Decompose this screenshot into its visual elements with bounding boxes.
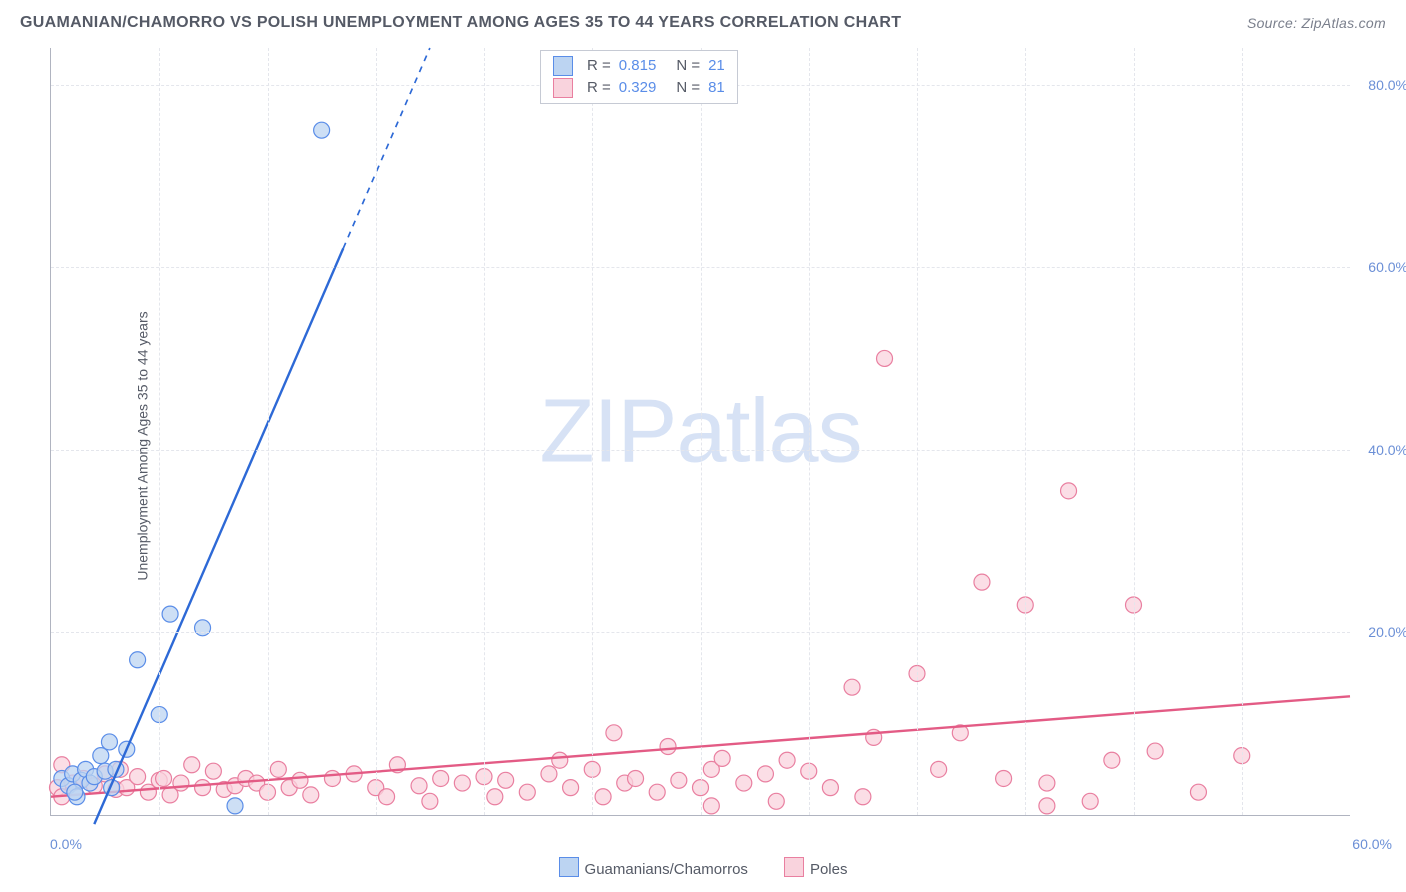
- plot-area: ZIPatlas 20.0%40.0%60.0%80.0%: [50, 48, 1350, 816]
- swatch-bottom-0: [559, 857, 579, 877]
- legend-item-1: Poles: [784, 857, 848, 878]
- swatch-series-0: [553, 56, 573, 76]
- swatch-bottom-1: [784, 857, 804, 877]
- x-tick-0: 0.0%: [50, 836, 82, 852]
- correlation-legend: R = 0.815 N = 21 R = 0.329 N = 81: [540, 50, 738, 104]
- y-tick-80: 80.0%: [1368, 77, 1406, 93]
- legend-item-0: Guamanians/Chamorros: [559, 857, 748, 878]
- x-tick-60: 60.0%: [1352, 836, 1392, 852]
- y-tick-40: 40.0%: [1368, 442, 1406, 458]
- source-label: Source: ZipAtlas.com: [1247, 15, 1386, 31]
- legend-row-1: R = 0.329 N = 81: [553, 77, 725, 99]
- series-legend: Guamanians/Chamorros Poles: [0, 857, 1406, 878]
- swatch-series-1: [553, 78, 573, 98]
- legend-row-0: R = 0.815 N = 21: [553, 55, 725, 77]
- y-tick-60: 60.0%: [1368, 259, 1406, 275]
- y-tick-20: 20.0%: [1368, 624, 1406, 640]
- chart-title: GUAMANIAN/CHAMORRO VS POLISH UNEMPLOYMEN…: [20, 14, 901, 32]
